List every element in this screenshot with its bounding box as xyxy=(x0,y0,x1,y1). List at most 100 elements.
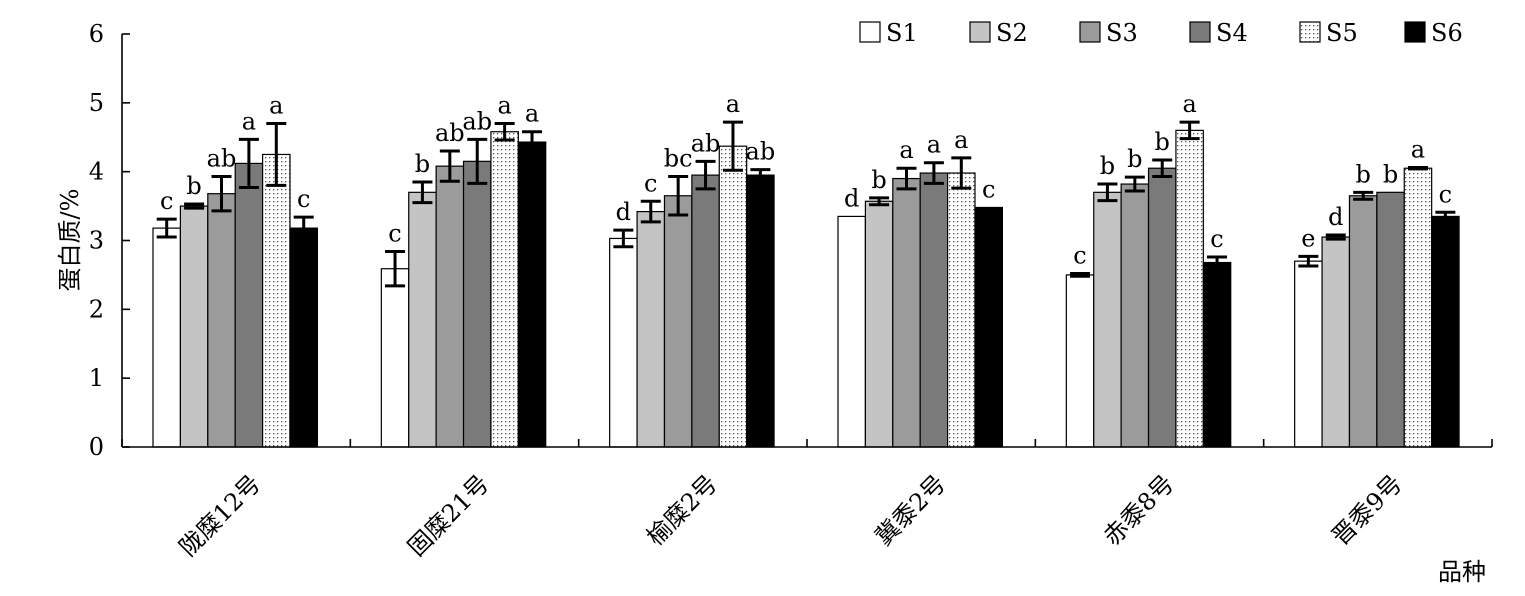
error-bar-s3-5 xyxy=(1124,175,1145,193)
error-bar-s1-6 xyxy=(1298,254,1319,268)
x-category-label: 榆糜2号 xyxy=(641,469,723,551)
x-category-label: 冀黍2号 xyxy=(870,469,952,551)
legend-label: S5 xyxy=(1326,19,1358,47)
significance-letter: c xyxy=(297,185,310,213)
bar-s5-3 xyxy=(718,145,748,448)
bar-s2-2 xyxy=(408,191,437,448)
y-tick-label: 1 xyxy=(89,364,104,392)
legend-item-s2: S2 xyxy=(969,19,1028,47)
error-bar-s1-1 xyxy=(156,217,177,239)
bar-s3-5 xyxy=(1120,183,1150,448)
error-bar-s2-2 xyxy=(412,180,433,205)
legend-label: S2 xyxy=(996,19,1028,47)
legend-swatch xyxy=(1079,21,1101,43)
legend-item-s3: S3 xyxy=(1079,19,1138,47)
legend-swatch xyxy=(859,21,881,43)
bar-s2-6 xyxy=(1321,236,1351,448)
error-bar-s3-3 xyxy=(668,174,689,217)
y-tick-label: 6 xyxy=(89,20,104,48)
bar-s3-4 xyxy=(892,177,921,448)
error-bar-s1-3 xyxy=(613,228,634,249)
error-bar-s6-1 xyxy=(293,215,314,241)
significance-letter: bc xyxy=(664,144,693,172)
significance-letter: a xyxy=(269,91,283,119)
significance-letter: c xyxy=(982,175,995,203)
bar-s2-4 xyxy=(864,200,894,448)
bar-s4-3 xyxy=(691,174,720,448)
significance-letter: b xyxy=(1383,160,1398,188)
bar-s6-1 xyxy=(289,227,318,448)
significance-letter: ab xyxy=(435,119,465,147)
significance-letter: a xyxy=(899,136,913,164)
error-bar-s5-1 xyxy=(266,121,287,187)
error-bar-s5-5 xyxy=(1179,120,1200,141)
significance-letter: c xyxy=(1210,225,1223,253)
significance-letter: c xyxy=(1073,242,1086,270)
error-bar-s4-5 xyxy=(1152,158,1173,178)
bar-s4-4 xyxy=(919,172,949,448)
bar-s6-2 xyxy=(517,141,547,448)
legend-item-s5: S5 xyxy=(1299,19,1358,47)
error-bar-s5-4 xyxy=(951,156,972,190)
bar-s4-2 xyxy=(462,160,492,448)
significance-letter: b xyxy=(1100,152,1115,180)
error-bar-s2-3 xyxy=(640,199,661,224)
significance-letter: c xyxy=(160,187,173,215)
y-tick-label: 2 xyxy=(89,295,104,323)
error-bar-s6-6 xyxy=(1435,210,1456,223)
bar-s1-4 xyxy=(837,215,866,448)
bars-layer xyxy=(152,120,1460,448)
axes-layer: 0 1 2 3 4 5 6 xyxy=(89,20,1493,461)
y-tick-label: 5 xyxy=(89,89,104,117)
legend-swatch xyxy=(1299,21,1321,43)
legend-label: S4 xyxy=(1216,19,1248,47)
bar-s1-1 xyxy=(152,227,181,448)
significance-letter: b xyxy=(1355,160,1370,188)
bar-s3-1 xyxy=(207,193,236,448)
bar-s5-2 xyxy=(490,131,519,448)
significance-letter: a xyxy=(525,100,539,128)
legend-label: S6 xyxy=(1431,19,1463,47)
legend-label: S1 xyxy=(886,19,918,47)
bar-s5-1 xyxy=(262,153,291,448)
error-bar-s6-5 xyxy=(1207,255,1228,270)
error-bar-s3-2 xyxy=(439,149,460,183)
x-category-label: 赤黍8号 xyxy=(1098,469,1180,551)
bar-s1-5 xyxy=(1065,274,1095,448)
bar-s6-3 xyxy=(746,174,775,448)
legend-item-s4: S4 xyxy=(1189,19,1248,47)
x-category-label: 晋黍9号 xyxy=(1326,469,1408,551)
legend: S1 S2 S3 S4 S5 S6 xyxy=(859,19,1463,47)
significance-letter: a xyxy=(954,126,968,154)
bar-s4-1 xyxy=(234,162,264,448)
y-tick-label: 0 xyxy=(89,433,104,461)
significance-letter: c xyxy=(1439,180,1452,208)
significance-letter: ab xyxy=(462,107,492,135)
bar-s5-5 xyxy=(1175,129,1204,448)
y-tick-label: 3 xyxy=(89,227,104,255)
bar-s3-3 xyxy=(663,195,693,448)
legend-swatch xyxy=(1189,21,1211,43)
significance-letter: d xyxy=(844,184,859,212)
error-bar-s1-2 xyxy=(385,250,406,288)
bar-s5-6 xyxy=(1403,167,1433,448)
bar-s3-6 xyxy=(1348,195,1378,448)
error-bar-s2-6 xyxy=(1325,233,1346,241)
significance-letter: a xyxy=(242,107,256,135)
error-bar-s6-3 xyxy=(750,168,771,183)
error-bar-s3-6 xyxy=(1353,190,1374,201)
legend-item-s6: S6 xyxy=(1404,19,1463,47)
error-bar-s2-5 xyxy=(1097,182,1118,203)
error-bar-s2-4 xyxy=(869,196,890,207)
significance-letter: a xyxy=(497,91,511,119)
error-bar-s5-6 xyxy=(1407,166,1428,171)
error-bar-s4-2 xyxy=(467,137,488,185)
y-tick-label: 4 xyxy=(89,158,104,186)
error-bar-s5-2 xyxy=(494,121,515,142)
significance-letter: b xyxy=(1127,145,1142,173)
significance-letter: c xyxy=(644,169,657,197)
error-bar-s5-3 xyxy=(722,120,743,172)
error-bar-s3-4 xyxy=(896,166,917,191)
bar-s1-2 xyxy=(380,268,410,448)
significance-letter: c xyxy=(388,220,401,248)
